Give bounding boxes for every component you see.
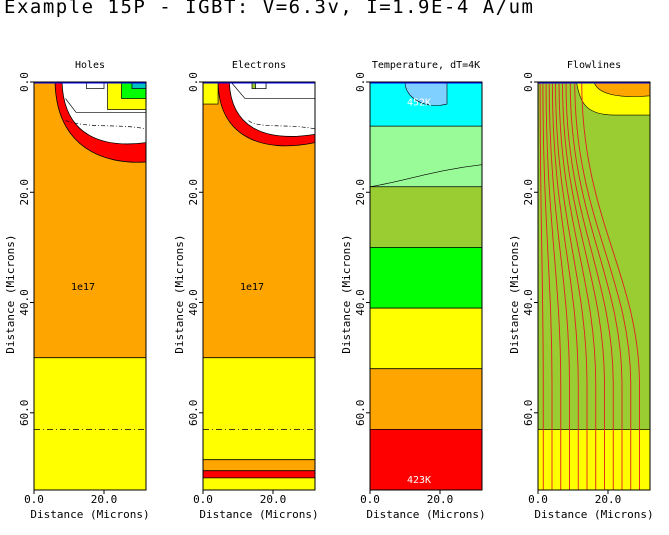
- y-tick-label: 60.0: [187, 400, 200, 427]
- plot-frame: [369, 81, 483, 491]
- x-axis-label: Distance (Microns): [30, 508, 149, 521]
- x-axis-label: Distance (Microns): [366, 508, 485, 521]
- x-axis-label: Distance (Microns): [199, 508, 318, 521]
- dash-dot-contour: [248, 120, 315, 130]
- y-tick-label: 40.0: [18, 289, 31, 316]
- y-tick-label: 60.0: [522, 400, 535, 427]
- panel-title: Holes: [75, 60, 105, 71]
- y-tick-label: 20.0: [522, 179, 535, 206]
- y-tick-label: 40.0: [187, 289, 200, 316]
- y-axis-label: Distance (Microns): [4, 235, 17, 354]
- flowline: [569, 82, 623, 490]
- annotation-label: 452K: [407, 97, 431, 108]
- x-tick-label: 20.0: [91, 493, 118, 506]
- contour-line: [230, 82, 315, 99]
- x-tick-label: 0.0: [24, 493, 44, 506]
- band-1: [538, 82, 650, 430]
- contact-region: [86, 82, 105, 89]
- y-axis-label: Distance (Microns): [508, 235, 521, 354]
- yellow-region: [203, 82, 219, 105]
- band-2: [203, 357, 315, 460]
- flowline: [555, 82, 588, 490]
- plot-frame: [33, 81, 147, 491]
- flowline: [574, 82, 632, 490]
- y-tick-label: 40.0: [522, 289, 535, 316]
- x-axis-label: Distance (Microns): [534, 508, 653, 521]
- band-3: [203, 459, 315, 471]
- band-4: [203, 470, 315, 478]
- panel-1: 1e17 Holes 0.0 20.0 Distance (Microns) 0.0 20.…: [4, 60, 150, 521]
- panel-4: Flowlines 0.0 20.0 Distance (Microns) 0.0 20.…: [508, 60, 654, 521]
- plot-area: 1e17: [34, 82, 146, 490]
- flowline: [558, 82, 597, 490]
- y-tick-label: 40.0: [354, 289, 367, 316]
- x-tick-label: 0.0: [193, 493, 213, 506]
- x-tick-label: 20.0: [427, 493, 454, 506]
- y-tick-label: 0.0: [18, 72, 31, 92]
- band-7: [370, 429, 482, 490]
- y-tick-label: 60.0: [18, 400, 31, 427]
- flowline: [539, 82, 544, 490]
- band-6: [370, 368, 482, 430]
- y-axis-label: Distance (Microns): [340, 235, 353, 354]
- annotation-label: 423K: [407, 475, 431, 486]
- x-tick-label: 20.0: [260, 493, 287, 506]
- dash-dot-contour: [65, 120, 146, 130]
- contour-line: [370, 164, 482, 188]
- band-2: [370, 126, 482, 187]
- flowline: [551, 82, 579, 490]
- band-4: [370, 247, 482, 309]
- cyan-region: [131, 82, 146, 89]
- flowline: [545, 82, 562, 490]
- band-2: [34, 357, 146, 490]
- contact-region: [255, 82, 267, 89]
- plot-area: [538, 82, 650, 490]
- band-2: [538, 429, 650, 490]
- flowline: [548, 82, 570, 490]
- annotation-label: 1e17: [71, 282, 95, 293]
- plot-area: 1e17: [203, 82, 315, 490]
- flowline: [581, 82, 640, 490]
- plot-frame: [537, 81, 651, 491]
- y-tick-label: 20.0: [354, 179, 367, 206]
- band-3: [370, 186, 482, 248]
- panel-2: 1e17 Electrons 0.0 20.0 Distance (Microns) 0.…: [173, 60, 319, 521]
- y-tick-label: 60.0: [354, 400, 367, 427]
- plot-frame: [202, 81, 316, 491]
- band-5: [203, 477, 315, 490]
- annotation-label: 1e17: [240, 282, 264, 293]
- x-tick-label: 20.0: [595, 493, 622, 506]
- flowline: [565, 82, 614, 490]
- flowline: [562, 82, 605, 490]
- y-tick-label: 20.0: [18, 179, 31, 206]
- main-title: Example 15P - IGBT: V=6.3v, I=1.9E-4 A/u…: [4, 0, 535, 18]
- y-axis-label: Distance (Microns): [173, 235, 186, 354]
- panel-title: Temperature, dT=4K: [372, 60, 480, 71]
- panel-3: 452K 423K Temperature, dT=4K 0.0 20.0 Distanc…: [340, 60, 486, 521]
- hot-spot-region: [404, 82, 448, 106]
- contour-line: [65, 98, 146, 113]
- y-tick-label: 0.0: [354, 72, 367, 92]
- y-tick-label: 0.0: [187, 72, 200, 92]
- x-tick-label: 0.0: [528, 493, 548, 506]
- x-tick-label: 0.0: [360, 493, 380, 506]
- y-tick-label: 20.0: [187, 179, 200, 206]
- panel-title: Flowlines: [567, 60, 621, 71]
- panel-title: Electrons: [232, 60, 286, 71]
- plot-area: 452K 423K: [370, 82, 482, 490]
- band-5: [370, 308, 482, 369]
- y-tick-label: 0.0: [522, 72, 535, 92]
- flowline: [542, 82, 553, 490]
